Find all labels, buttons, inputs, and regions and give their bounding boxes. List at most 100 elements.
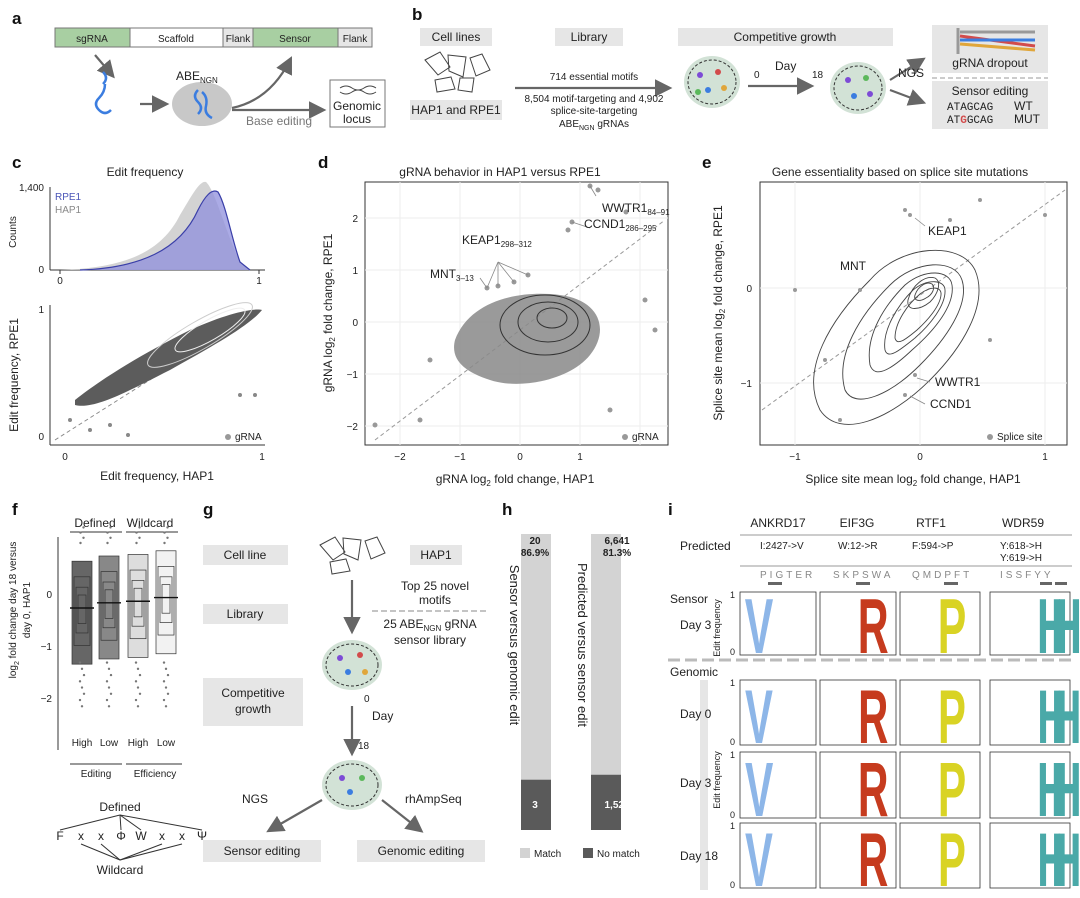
d-ytick: 0 [352,318,358,329]
f-outlier [163,541,166,545]
i-genomic-day0-label: Day 0 [680,707,712,721]
i-pred-value: Y:618->H [1000,541,1042,552]
panel-label-h: h [502,500,512,519]
i-seq: ISSFYY [1000,570,1054,581]
f-outlier [162,661,166,664]
label-keap1: KEAP1298–312 [462,233,532,249]
i-gene-label: RTF1 [916,516,946,530]
i-ytick: 0 [730,810,735,820]
d-title: gRNA behavior in HAP1 versus RPE1 [399,165,601,179]
i-ytick: 0 [730,647,735,657]
panel-c: c Edit frequency 1,400 0 Counts RPE1 HAP… [7,153,265,483]
g-cell-outlines-icon [319,536,386,575]
sensor-editing-label: Sensor editing [952,84,1029,98]
panel-label-g: g [203,500,213,519]
e-label-keap1: KEAP1 [928,224,967,238]
i-logo-letter: V [745,818,773,898]
f-outlier [80,686,84,689]
f-cat-label: High [72,738,93,749]
i-logo-letter: H [1051,818,1080,898]
d-xtick: 0 [517,452,523,463]
f-motif-defined: Defined [99,800,140,814]
i-ytick: 1 [730,678,735,688]
i-logo-letter: V [745,675,773,761]
construct-scaffold: Scaffold [158,34,194,45]
f-wildcard-header: Wildcard [127,516,174,530]
f-outlier [106,531,109,534]
d-scatter-cloud [454,293,600,384]
f-outlier [107,667,111,671]
i-logo-box [899,679,981,746]
g-library-label: Library [227,607,264,621]
c-hist-x1: 1 [256,276,262,287]
construct-sgrna: sgRNA [76,34,108,45]
e-label-ccnd1: CCND1 [930,397,972,411]
hist-rpe1 [80,190,250,270]
svg-text:W: W [135,829,147,843]
h-bar-nomatch [591,774,621,830]
g-day18-label: 18 [358,741,370,752]
f-outlier [80,705,84,708]
f-outlier [166,526,169,529]
i-logo-box [739,822,817,889]
svg-text:x: x [78,829,84,843]
d-ytick: 1 [352,266,358,277]
legend-hap1: HAP1 [55,205,82,216]
svg-text:x: x [98,829,104,843]
i-pred-value: I:2427->V [760,541,804,552]
cell-population-day0-icon [684,56,740,108]
h-bar1-match-value: 20 [529,536,541,547]
f-cat-label: Low [157,738,176,749]
c-scatter-y1: 1 [38,305,44,316]
abe-label: ABENGN [176,69,218,85]
d-ytick: −1 [347,370,359,381]
cell-lines-label: Cell lines [432,30,481,44]
grna-squiggle-icon [94,71,112,115]
i-logo-letter: H [1037,748,1068,834]
g-lib-line1: 25 ABENGN gRNA [383,617,476,633]
panel-label-a: a [12,9,22,28]
g-growth-line2: growth [235,702,271,716]
g-day0-label: 0 [364,694,370,705]
i-logo-letter: H [1037,675,1067,761]
f-outlier [166,673,170,677]
d-ylabel: gRNA log2 fold change, RPE1 [321,233,337,392]
d-legend: gRNA [632,432,659,443]
h-legend-nomatch: No match [597,849,640,860]
f-outlier [78,680,82,683]
i-logo-letter: V [745,748,774,834]
i-logo-letter: P [938,675,966,761]
i-genomic-day3-label: Day 3 [680,776,712,790]
panel-label-b: b [412,5,422,24]
i-ytick: 0 [730,880,735,890]
g-hap1-label: HAP1 [420,548,452,562]
day18-label: 18 [812,70,824,81]
f-outlier [135,541,138,545]
library-line1: 8,504 motif-targeting and 4,902 [525,94,664,105]
h-stacked-bars [521,534,621,830]
f-ylabel2: day 0, HAP1 [22,581,33,638]
panel-f: f log2 fold change day 18 versus day 0, … [8,500,207,877]
i-logo-box [819,591,897,656]
f-outlier [134,698,138,702]
f-outlier [134,680,138,683]
f-ytick: 0 [46,590,52,601]
c-scatter-x0: 0 [62,452,68,463]
i-seq: SKPSWA [833,570,893,581]
svg-text:x: x [179,829,185,843]
i-logo-letter: P [938,584,967,671]
library-line2: splice-site-targeting [551,106,638,117]
f-outlier [134,661,138,664]
panel-b: b Cell lines HAP1 and RPE1 Library 714 e… [410,5,1048,132]
c-hist-x0: 0 [57,276,63,287]
f-outlier [135,531,138,534]
f-outlier [162,698,166,702]
panel-h: h 20 86.9% 3 6,641 81.3% 1,525 Sensor ve… [502,500,640,860]
f-outlier [105,698,109,702]
panel-i: i ANKRD17 EIF3G RTF1 WDR59 Predicted I:2… [668,500,1080,898]
f-editing-label: Editing [81,769,112,780]
construct-sensor: Sensor [279,34,311,45]
f-outlier [109,692,113,695]
hap-rpe-label: HAP1 and RPE1 [411,103,501,117]
e-label-mnt: MNT [840,259,867,273]
